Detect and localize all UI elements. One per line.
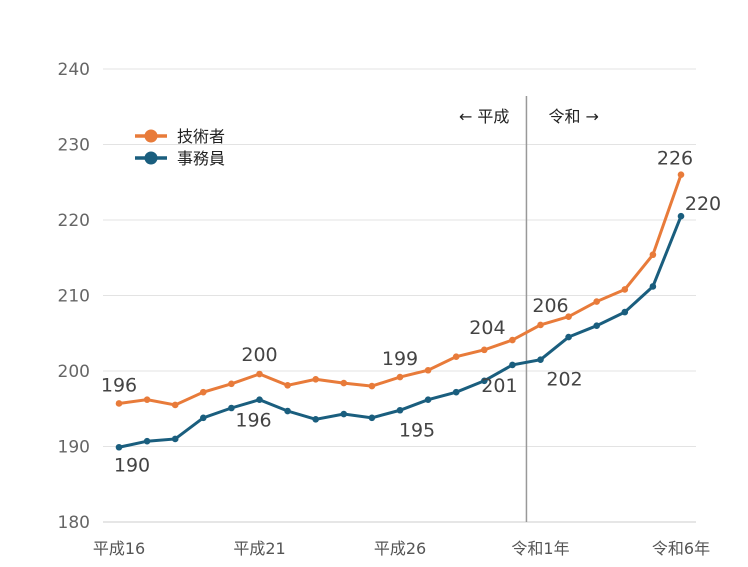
data-label: 190 [114,454,150,476]
data-point [593,322,600,330]
legend-label-clerk: 事務員 [177,149,225,168]
data-point [424,366,432,374]
data-point [537,321,544,329]
data-label: 201 [481,375,517,397]
data-label: 206 [532,295,568,317]
legend-marker-engineer [144,129,158,143]
y-tick-label: 200 [58,362,90,382]
data-point [481,377,488,385]
legend-marker-clerk [144,151,158,165]
data-point [284,382,291,389]
x-tick-label: 令和6年 [652,539,710,558]
data-point [452,388,460,396]
data-point [368,414,376,422]
y-tick-label: 240 [58,60,90,80]
data-point [677,171,685,178]
legend: 技術者 事務員 [135,127,225,168]
data-point [396,373,404,381]
data-point [228,404,235,412]
y-tick-label: 220 [58,211,90,231]
y-tick-label: 210 [58,287,90,307]
data-label: 220 [685,193,721,215]
series-clerk: 190 196 195 201 202 220 [114,193,721,476]
data-label: 202 [546,369,582,391]
data-point [200,414,207,422]
data-point [649,283,657,290]
data-label: 226 [657,148,693,170]
series-group: 196 200 199 204 206 226 190 196 195 201 202 220 [101,148,721,477]
data-point [677,212,685,220]
data-label: 204 [469,317,505,339]
data-point [143,396,151,403]
data-point [621,308,629,316]
data-point [424,396,432,403]
data-point [171,401,179,409]
x-tick-label: 平成21 [233,539,285,558]
data-point [312,376,320,383]
data-label: 195 [399,419,435,441]
x-tick-label: 平成26 [374,539,426,558]
data-point [200,388,207,396]
data-point [621,286,629,293]
data-label: 200 [241,344,277,366]
data-point [171,435,179,443]
y-tick-label: 230 [58,136,90,156]
data-point [537,356,544,363]
data-point [565,333,572,341]
data-point [143,437,151,445]
data-point [509,336,516,344]
data-point [593,298,600,305]
data-point [368,382,376,390]
data-point [340,379,348,387]
y-tick-label: 180 [58,513,90,533]
y-axis: 180 190 200 210 220 230 240 [58,60,90,533]
era-label-heisei: ← 平成 [459,107,510,126]
data-point [115,400,123,407]
data-point [256,396,263,403]
data-point [481,346,488,354]
data-point [340,410,348,418]
data-point [649,251,657,259]
x-axis: 平成16 平成21 平成26 令和1年 令和6年 [93,539,710,558]
series-engineer: 196 200 199 204 206 226 [101,148,693,409]
y-tick-label: 190 [58,438,90,458]
x-tick-label: 平成16 [93,539,145,558]
series-line [118,174,683,407]
x-tick-label: 令和1年 [511,539,569,558]
data-point [312,416,320,423]
grid [103,68,696,523]
era-label-reiwa: 令和 → [548,107,599,126]
legend-label-engineer: 技術者 [177,127,225,146]
data-point [256,370,263,378]
data-point [509,361,516,369]
data-point [452,353,460,360]
data-point [115,443,123,451]
data-point [228,380,235,388]
data-label: 199 [382,348,418,370]
data-point [396,406,404,414]
data-point [284,407,291,415]
data-label: 196 [235,410,271,432]
data-point [565,313,572,320]
data-label: 196 [101,374,137,396]
